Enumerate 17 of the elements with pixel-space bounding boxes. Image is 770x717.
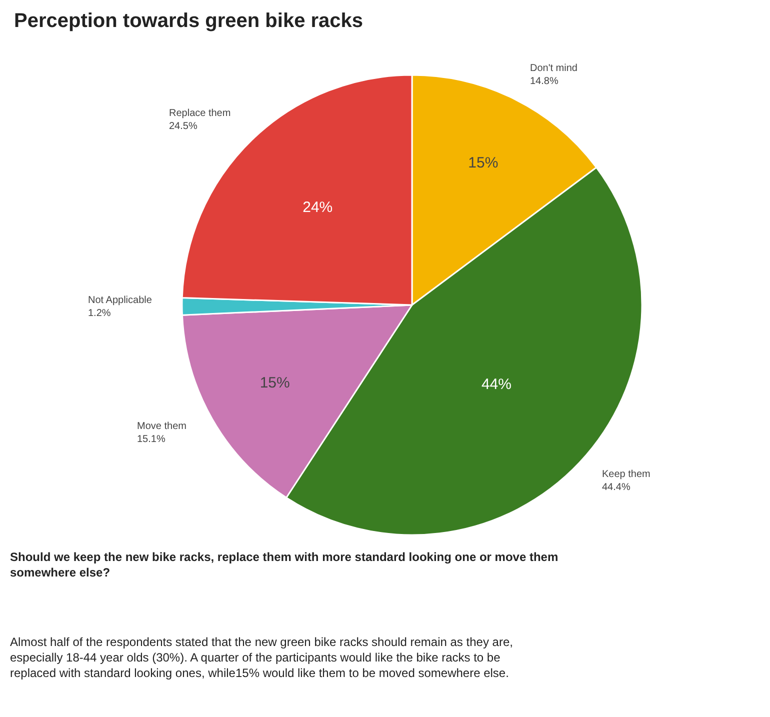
slice-label: Don't mind xyxy=(530,63,578,74)
data-label: 44.4% xyxy=(602,482,630,493)
data-label: 14.8% xyxy=(530,76,558,87)
data-label: 1.2% xyxy=(88,308,111,319)
slice-label: Replace them xyxy=(169,108,231,119)
text: 44% xyxy=(481,376,512,393)
chart-title: Perception towards green bike racks xyxy=(14,10,364,32)
slice-label: Move them xyxy=(137,421,186,432)
data-label: 15.1% xyxy=(137,434,166,445)
text: Should we keep the new bike racks, replace them with more standard looking one or move them somewhere else? xyxy=(10,550,558,580)
slice-label: Keep them xyxy=(602,469,650,480)
text: 15% xyxy=(468,154,498,172)
data-label: 24.5% xyxy=(169,121,198,132)
text: 24% xyxy=(302,199,333,216)
text: Almost half of the respondents stated that the new green bike racks should remain as they are, especially 18-44 year olds (30%). A quarter of the participants would like the bike racks to be replaced with standard looking ones, while15% would like them to be moved somewhere else. xyxy=(10,635,513,680)
slice-label: Not Applicable xyxy=(88,295,152,306)
text: 15% xyxy=(260,374,290,392)
